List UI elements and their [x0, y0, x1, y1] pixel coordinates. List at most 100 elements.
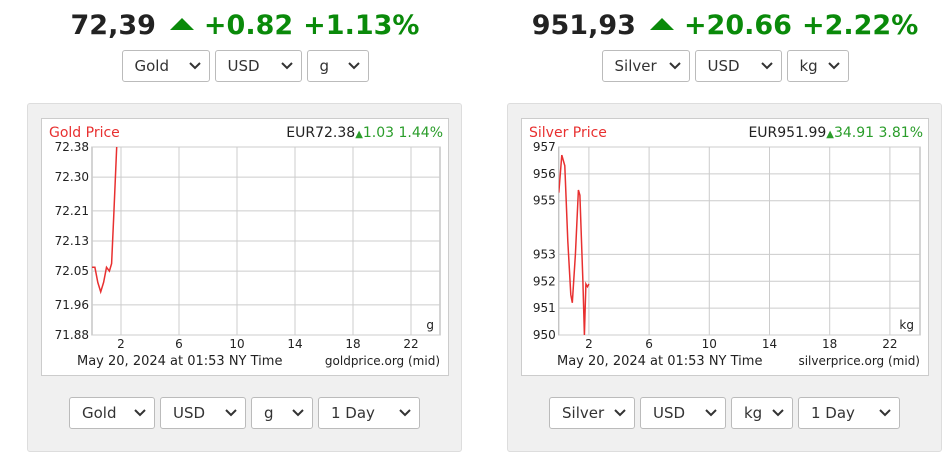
caret-icon — [225, 409, 237, 417]
selector-row: Gold USD g 1 Day — [28, 397, 461, 429]
chart-panel: Gold Price EUR72.38▲1.03 1.44% 71.88 71.96 7… — [27, 103, 462, 452]
dropdown[interactable]: USD — [694, 50, 782, 82]
caret — [347, 62, 360, 70]
x-tick-label: 18 — [822, 337, 837, 351]
x-tick-label: 2 — [585, 337, 593, 351]
dropdown-value: kg — [744, 404, 763, 422]
dropdown[interactable]: 1 Day — [798, 397, 900, 429]
dropdown[interactable]: Gold — [69, 397, 155, 429]
quote-change: 34.91 — [834, 125, 874, 141]
dropdown[interactable]: USD — [214, 50, 302, 82]
caret — [760, 62, 773, 70]
x-tick-label: 10 — [702, 337, 717, 351]
chart-title: Silver Price — [529, 125, 607, 141]
chart-title: Gold Price — [49, 125, 120, 141]
y-tick-label: 71.96 — [55, 298, 89, 312]
up-arrow-icon — [169, 18, 194, 30]
up-arrow-icon — [649, 18, 674, 30]
caret — [134, 409, 146, 417]
caret-icon — [668, 62, 681, 70]
caret — [705, 409, 717, 417]
chart-source: goldprice.org (mid) — [325, 354, 440, 368]
caret — [292, 409, 304, 417]
dropdown-value: g — [319, 57, 330, 75]
dropdown-value: Gold — [82, 404, 117, 422]
x-tick-label: 14 — [287, 337, 302, 351]
price-change-pct: +2.22% — [801, 10, 919, 41]
unit-label: kg — [899, 318, 914, 332]
dropdown-value: 1 Day — [331, 404, 375, 422]
dropdown[interactable]: 1 Day — [318, 397, 420, 429]
dropdown[interactable]: g — [306, 50, 369, 82]
price-line — [558, 154, 590, 335]
quote-price: EUR72.38 — [286, 125, 355, 141]
quote-arrow: ▲ — [826, 129, 834, 140]
caret — [225, 409, 237, 417]
y-tick-label: 950 — [533, 328, 556, 342]
dropdown-value: USD — [707, 57, 740, 75]
caret-icon — [772, 409, 784, 417]
price: 951,93 — [531, 10, 636, 41]
price-header: 72,39 +0.82 +1.13% — [0, 10, 490, 41]
quote-arrow: ▲ — [355, 129, 363, 140]
chart: Silver Price EUR951.99▲34.91 3.81% 950 951 9… — [529, 125, 923, 369]
dropdown-value: USD — [227, 57, 260, 75]
dropdown[interactable]: Silver — [601, 50, 690, 82]
dropdown-value: Silver — [614, 57, 657, 75]
caret-icon — [614, 409, 626, 417]
y-tick-label: 72.38 — [55, 140, 89, 154]
dropdown-value: g — [264, 404, 274, 422]
price-change: +20.66 — [683, 10, 792, 41]
dropdown[interactable]: Silver — [549, 397, 635, 429]
dropdown[interactable]: Gold — [121, 50, 210, 82]
x-tick-label: 22 — [403, 337, 418, 351]
dropdown-value: kg — [799, 57, 818, 75]
dropdown[interactable]: kg — [786, 50, 849, 82]
up-arrow — [169, 18, 194, 30]
selector-row: Silver USD kg — [480, 50, 952, 82]
caret — [772, 409, 784, 417]
caret-icon — [879, 409, 891, 417]
chart-box: Gold Price EUR72.38▲1.03 1.44% 71.88 71.96 7… — [41, 118, 449, 376]
caret-icon — [827, 62, 840, 70]
quote-price: EUR951.99 — [748, 125, 826, 141]
quote: EUR951.99▲34.91 3.81% — [748, 125, 923, 141]
dropdown[interactable]: USD — [160, 397, 246, 429]
quote-pct: 3.81% — [879, 125, 923, 141]
quote-change: 1.03 — [363, 125, 394, 141]
dropdown-value: USD — [653, 404, 686, 422]
dropdown-value: 1 Day — [811, 404, 855, 422]
caret-icon — [134, 409, 146, 417]
price-change-pct: +1.13% — [303, 10, 420, 41]
x-tick-label: 10 — [229, 337, 244, 351]
caret — [614, 409, 626, 417]
up-arrow — [649, 18, 674, 30]
y-tick-label: 72.05 — [55, 264, 89, 278]
dropdown-value: Gold — [134, 57, 170, 75]
caret-icon — [347, 62, 360, 70]
x-tick-label: 14 — [762, 337, 777, 351]
selector-row: Silver USD kg 1 Day — [508, 397, 941, 429]
quote-pct: 1.44% — [399, 125, 443, 141]
price: 72,39 — [70, 10, 156, 41]
y-tick-label: 71.88 — [55, 328, 89, 342]
caret-icon — [399, 409, 411, 417]
caret — [668, 62, 681, 70]
caret — [827, 62, 840, 70]
plot-area — [558, 146, 921, 336]
chart-panel: Silver Price EUR951.99▲34.91 3.81% 950 951 9… — [507, 103, 942, 452]
caret-icon — [760, 62, 773, 70]
caret-icon — [188, 62, 201, 70]
price-change: +0.82 — [203, 10, 294, 41]
dropdown[interactable]: kg — [731, 397, 793, 429]
y-tick-label: 72.21 — [55, 204, 89, 218]
caret-icon — [292, 409, 304, 417]
chart: Gold Price EUR72.38▲1.03 1.44% 71.88 71.96 7… — [49, 125, 443, 369]
dropdown[interactable]: g — [251, 397, 313, 429]
dropdown-value: USD — [173, 404, 206, 422]
y-tick-label: 72.30 — [55, 170, 89, 184]
dropdown[interactable]: USD — [640, 397, 726, 429]
caret — [280, 62, 293, 70]
x-tick-label: 6 — [645, 337, 653, 351]
